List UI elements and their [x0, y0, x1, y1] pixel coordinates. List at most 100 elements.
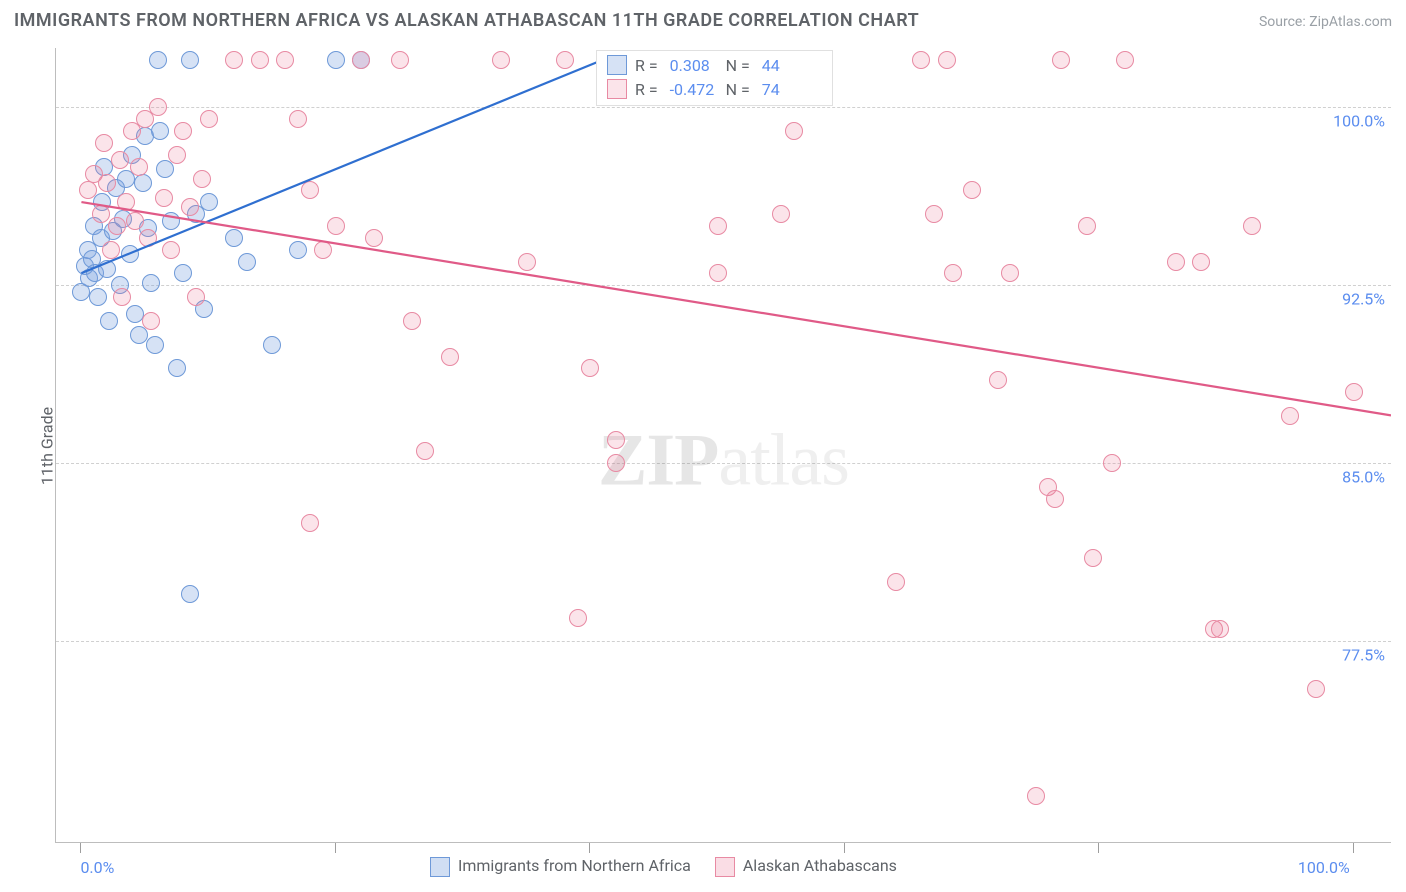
- data-point-pink: [1281, 407, 1299, 425]
- data-point-blue: [130, 326, 148, 344]
- data-point-blue: [225, 229, 243, 247]
- legend-n-value-blue: 44: [762, 56, 812, 75]
- data-point-blue: [121, 245, 139, 263]
- x-tick-mark: [335, 843, 336, 853]
- legend-n-label-blue: N =: [726, 56, 750, 75]
- data-point-blue: [162, 212, 180, 230]
- data-point-pink: [193, 170, 211, 188]
- legend-swatch-blue: [607, 55, 627, 75]
- data-point-pink: [607, 454, 625, 472]
- x-tick-label: 100.0%: [1298, 858, 1350, 877]
- legend-row-blue: R = 0.308 N = 44: [607, 53, 818, 77]
- data-point-pink: [416, 442, 434, 460]
- data-point-pink: [989, 371, 1007, 389]
- data-point-blue: [168, 359, 186, 377]
- data-point-blue: [126, 305, 144, 323]
- y-tick-label: 100.0%: [1333, 112, 1385, 131]
- data-point-pink: [200, 110, 218, 128]
- data-point-pink: [162, 241, 180, 259]
- legend-r-label-pink: R =: [635, 80, 658, 99]
- data-point-pink: [441, 348, 459, 366]
- data-point-blue: [149, 51, 167, 69]
- legend-n-value-pink: 74: [762, 80, 812, 99]
- data-point-pink: [1243, 217, 1261, 235]
- data-point-pink: [111, 151, 129, 169]
- data-point-pink: [149, 98, 167, 116]
- plot-area: ZIPatlas 100.0% 92.5% 85.0% 77.5%: [55, 48, 1391, 843]
- legend-label-blue: Immigrants from Northern Africa: [458, 856, 691, 875]
- data-point-pink: [1116, 51, 1134, 69]
- legend-swatch-pink: [607, 79, 627, 99]
- correlation-legend: R = 0.308 N = 44 R = -0.472 N = 74: [596, 50, 833, 106]
- data-point-pink: [1345, 383, 1363, 401]
- data-point-pink: [518, 253, 536, 271]
- data-point-pink: [301, 181, 319, 199]
- data-point-blue: [263, 336, 281, 354]
- gridline: [56, 107, 1391, 108]
- source-link[interactable]: ZipAtlas.com: [1309, 14, 1392, 30]
- x-tick-mark: [1353, 843, 1354, 853]
- data-point-pink: [79, 181, 97, 199]
- data-point-pink: [581, 359, 599, 377]
- series-legend: Immigrants from Northern Africa Alaskan …: [430, 856, 897, 877]
- data-point-pink: [1084, 549, 1102, 567]
- legend-row-pink: R = -0.472 N = 74: [607, 77, 818, 101]
- data-point-pink: [117, 193, 135, 211]
- data-point-pink: [102, 241, 120, 259]
- data-point-blue: [151, 122, 169, 140]
- data-point-blue: [174, 264, 192, 282]
- data-point-pink: [352, 51, 370, 69]
- data-point-pink: [492, 51, 510, 69]
- data-point-pink: [1027, 787, 1045, 805]
- legend-item-blue: Immigrants from Northern Africa: [430, 856, 691, 877]
- data-point-blue: [289, 241, 307, 259]
- gridline: [56, 463, 1391, 464]
- data-point-pink: [1046, 490, 1064, 508]
- legend-swatch-pink-icon: [715, 857, 735, 877]
- y-tick-label: 92.5%: [1342, 290, 1385, 309]
- data-point-pink: [126, 212, 144, 230]
- data-point-pink: [556, 51, 574, 69]
- data-point-pink: [1167, 253, 1185, 271]
- data-point-pink: [314, 241, 332, 259]
- data-point-pink: [289, 110, 307, 128]
- legend-swatch-blue-icon: [430, 857, 450, 877]
- data-point-pink: [108, 217, 126, 235]
- data-point-pink: [772, 205, 790, 223]
- data-point-pink: [963, 181, 981, 199]
- y-tick-label: 85.0%: [1342, 468, 1385, 487]
- data-point-pink: [95, 134, 113, 152]
- data-point-pink: [168, 146, 186, 164]
- data-point-pink: [139, 229, 157, 247]
- data-point-pink: [181, 198, 199, 216]
- watermark: ZIPatlas: [598, 418, 849, 503]
- data-point-pink: [887, 573, 905, 591]
- data-point-pink: [113, 288, 131, 306]
- y-tick-label: 77.5%: [1342, 646, 1385, 665]
- gridline: [56, 285, 1391, 286]
- chart-container: IMMIGRANTS FROM NORTHERN AFRICA VS ALASK…: [0, 0, 1406, 892]
- data-point-blue: [89, 288, 107, 306]
- data-point-pink: [1192, 253, 1210, 271]
- data-point-blue: [181, 585, 199, 603]
- data-point-pink: [130, 158, 148, 176]
- data-point-pink: [785, 122, 803, 140]
- data-point-pink: [607, 431, 625, 449]
- trend-lines: [56, 48, 1391, 842]
- data-point-pink: [225, 51, 243, 69]
- x-tick-label: 0.0%: [80, 858, 114, 877]
- y-axis-label: 11th Grade: [38, 407, 57, 485]
- data-point-pink: [925, 205, 943, 223]
- chart-title: IMMIGRANTS FROM NORTHERN AFRICA VS ALASK…: [14, 10, 919, 31]
- x-tick-mark: [80, 843, 81, 853]
- data-point-blue: [98, 260, 116, 278]
- data-point-blue: [181, 51, 199, 69]
- data-point-blue: [146, 336, 164, 354]
- data-point-blue: [238, 253, 256, 271]
- data-point-pink: [912, 51, 930, 69]
- data-point-pink: [569, 609, 587, 627]
- data-point-pink: [251, 51, 269, 69]
- data-point-pink: [142, 312, 160, 330]
- data-point-pink: [1211, 620, 1229, 638]
- data-point-pink: [365, 229, 383, 247]
